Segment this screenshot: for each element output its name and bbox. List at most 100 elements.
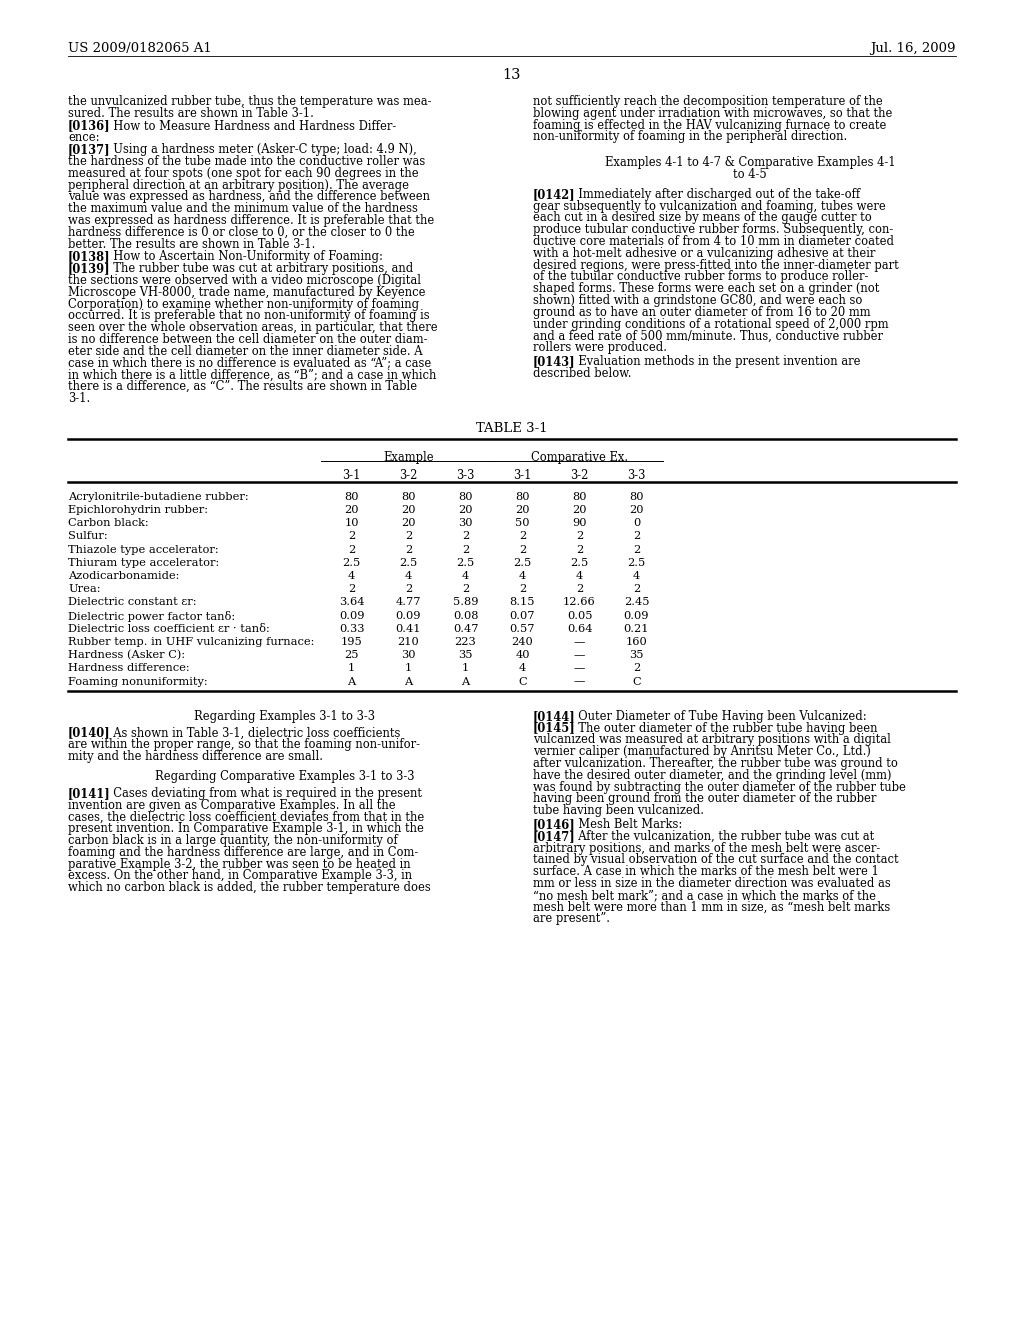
Text: are present”.: are present”. — [534, 912, 610, 925]
Text: mm or less in size in the diameter direction was evaluated as: mm or less in size in the diameter direc… — [534, 876, 891, 890]
Text: 4: 4 — [519, 664, 526, 673]
Text: are within the proper range, so that the foaming non-unifor-: are within the proper range, so that the… — [68, 738, 420, 751]
Text: 1: 1 — [348, 664, 355, 673]
Text: 20: 20 — [515, 506, 529, 515]
Text: 4: 4 — [404, 572, 412, 581]
Text: 2: 2 — [633, 585, 640, 594]
Text: 3-1.: 3-1. — [68, 392, 90, 405]
Text: Mesh Belt Marks:: Mesh Belt Marks: — [571, 818, 682, 832]
Text: Urea:: Urea: — [68, 585, 100, 594]
Text: [0147]: [0147] — [534, 830, 575, 842]
Text: described below.: described below. — [534, 367, 632, 380]
Text: 8.15: 8.15 — [510, 598, 536, 607]
Text: of the tubular conductive rubber forms to produce roller-: of the tubular conductive rubber forms t… — [534, 271, 868, 284]
Text: 2: 2 — [633, 664, 640, 673]
Text: Dielectric loss coefficient εr · tanδ:: Dielectric loss coefficient εr · tanδ: — [68, 624, 269, 634]
Text: 223: 223 — [455, 638, 476, 647]
Text: [0136]: [0136] — [68, 120, 111, 132]
Text: ground as to have an outer diameter of from 16 to 20 mm: ground as to have an outer diameter of f… — [534, 306, 870, 319]
Text: US 2009/0182065 A1: US 2009/0182065 A1 — [68, 42, 212, 55]
Text: —: — — [573, 651, 585, 660]
Text: sured. The results are shown in Table 3-1.: sured. The results are shown in Table 3-… — [68, 107, 314, 120]
Text: 12.66: 12.66 — [563, 598, 596, 607]
Text: cases, the dielectric loss coefficient deviates from that in the: cases, the dielectric loss coefficient d… — [68, 810, 424, 824]
Text: 40: 40 — [515, 651, 529, 660]
Text: 3-1: 3-1 — [342, 469, 360, 482]
Text: TABLE 3-1: TABLE 3-1 — [476, 422, 548, 434]
Text: non-uniformity of foaming in the peripheral direction.: non-uniformity of foaming in the periphe… — [534, 131, 847, 144]
Text: 2: 2 — [519, 545, 526, 554]
Text: under grinding conditions of a rotational speed of 2,000 rpm: under grinding conditions of a rotationa… — [534, 318, 889, 330]
Text: [0144]: [0144] — [534, 710, 575, 723]
Text: and a feed rate of 500 mm/minute. Thus, conductive rubber: and a feed rate of 500 mm/minute. Thus, … — [534, 330, 883, 342]
Text: tube having been vulcanized.: tube having been vulcanized. — [534, 804, 705, 817]
Text: Example: Example — [383, 451, 434, 463]
Text: After the vulcanization, the rubber tube was cut at: After the vulcanization, the rubber tube… — [571, 830, 874, 842]
Text: 0.47: 0.47 — [453, 624, 478, 634]
Text: occurred. It is preferable that no non-uniformity of foaming is: occurred. It is preferable that no non-u… — [68, 309, 430, 322]
Text: [0143]: [0143] — [534, 355, 575, 368]
Text: 195: 195 — [341, 638, 362, 647]
Text: the hardness of the tube made into the conductive roller was: the hardness of the tube made into the c… — [68, 154, 425, 168]
Text: parative Example 3-2, the rubber was seen to be heated in: parative Example 3-2, the rubber was see… — [68, 858, 411, 871]
Text: [0146]: [0146] — [534, 818, 575, 832]
Text: 3-2: 3-2 — [570, 469, 589, 482]
Text: 13: 13 — [503, 69, 521, 82]
Text: 0.41: 0.41 — [395, 624, 421, 634]
Text: 35: 35 — [459, 651, 473, 660]
Text: hardness difference is 0 or close to 0, or the closer to 0 the: hardness difference is 0 or close to 0, … — [68, 226, 415, 239]
Text: 20: 20 — [630, 506, 644, 515]
Text: “no mesh belt mark”; and a case in which the marks of the: “no mesh belt mark”; and a case in which… — [534, 888, 876, 902]
Text: was expressed as hardness difference. It is preferable that the: was expressed as hardness difference. It… — [68, 214, 434, 227]
Text: 2: 2 — [633, 532, 640, 541]
Text: Using a hardness meter (Asker-C type; load: 4.9 N),: Using a hardness meter (Asker-C type; lo… — [106, 143, 417, 156]
Text: [0137]: [0137] — [68, 143, 111, 156]
Text: 2.5: 2.5 — [457, 558, 475, 568]
Text: 2: 2 — [633, 545, 640, 554]
Text: 20: 20 — [459, 506, 473, 515]
Text: [0138]: [0138] — [68, 251, 111, 264]
Text: Thiuram type accelerator:: Thiuram type accelerator: — [68, 558, 219, 568]
Text: 0: 0 — [633, 519, 640, 528]
Text: 5.89: 5.89 — [453, 598, 478, 607]
Text: is no difference between the cell diameter on the outer diam-: is no difference between the cell diamet… — [68, 333, 427, 346]
Text: 0.09: 0.09 — [395, 611, 421, 620]
Text: 2.5: 2.5 — [342, 558, 360, 568]
Text: Hardness difference:: Hardness difference: — [68, 664, 189, 673]
Text: surface. A case in which the marks of the mesh belt were 1: surface. A case in which the marks of th… — [534, 865, 879, 878]
Text: 2: 2 — [348, 532, 355, 541]
Text: 2: 2 — [462, 545, 469, 554]
Text: produce tubular conductive rubber forms. Subsequently, con-: produce tubular conductive rubber forms.… — [534, 223, 893, 236]
Text: 160: 160 — [626, 638, 647, 647]
Text: A: A — [404, 677, 413, 686]
Text: 4: 4 — [348, 572, 355, 581]
Text: [0145]: [0145] — [534, 722, 575, 735]
Text: 0.08: 0.08 — [453, 611, 478, 620]
Text: 2: 2 — [404, 585, 412, 594]
Text: Sulfur:: Sulfur: — [68, 532, 108, 541]
Text: 2.45: 2.45 — [624, 598, 649, 607]
Text: 10: 10 — [344, 519, 358, 528]
Text: —: — — [573, 677, 585, 686]
Text: 1: 1 — [404, 664, 412, 673]
Text: 3-3: 3-3 — [628, 469, 646, 482]
Text: there is a difference, as “C”. The results are shown in Table: there is a difference, as “C”. The resul… — [68, 380, 417, 393]
Text: 3.64: 3.64 — [339, 598, 365, 607]
Text: Microscope VH-8000, trade name, manufactured by Keyence: Microscope VH-8000, trade name, manufact… — [68, 286, 426, 298]
Text: 3-2: 3-2 — [399, 469, 418, 482]
Text: value was expressed as hardness, and the difference between: value was expressed as hardness, and the… — [68, 190, 430, 203]
Text: How to Measure Hardness and Hardness Differ-: How to Measure Hardness and Hardness Dif… — [106, 120, 396, 132]
Text: rollers were produced.: rollers were produced. — [534, 341, 667, 354]
Text: 1: 1 — [462, 664, 469, 673]
Text: seen over the whole observation areas, in particular, that there: seen over the whole observation areas, i… — [68, 321, 437, 334]
Text: 3-3: 3-3 — [457, 469, 475, 482]
Text: 0.57: 0.57 — [510, 624, 536, 634]
Text: [0141]: [0141] — [68, 787, 111, 800]
Text: 80: 80 — [630, 492, 644, 502]
Text: case in which there is no difference is evaluated as “A”; a case: case in which there is no difference is … — [68, 356, 431, 370]
Text: Immediately after discharged out of the take-off: Immediately after discharged out of the … — [571, 187, 860, 201]
Text: 80: 80 — [344, 492, 358, 502]
Text: the sections were observed with a video microscope (Digital: the sections were observed with a video … — [68, 275, 421, 286]
Text: with a hot-melt adhesive or a vulcanizing adhesive at their: with a hot-melt adhesive or a vulcanizin… — [534, 247, 876, 260]
Text: Foaming nonuniformity:: Foaming nonuniformity: — [68, 677, 208, 686]
